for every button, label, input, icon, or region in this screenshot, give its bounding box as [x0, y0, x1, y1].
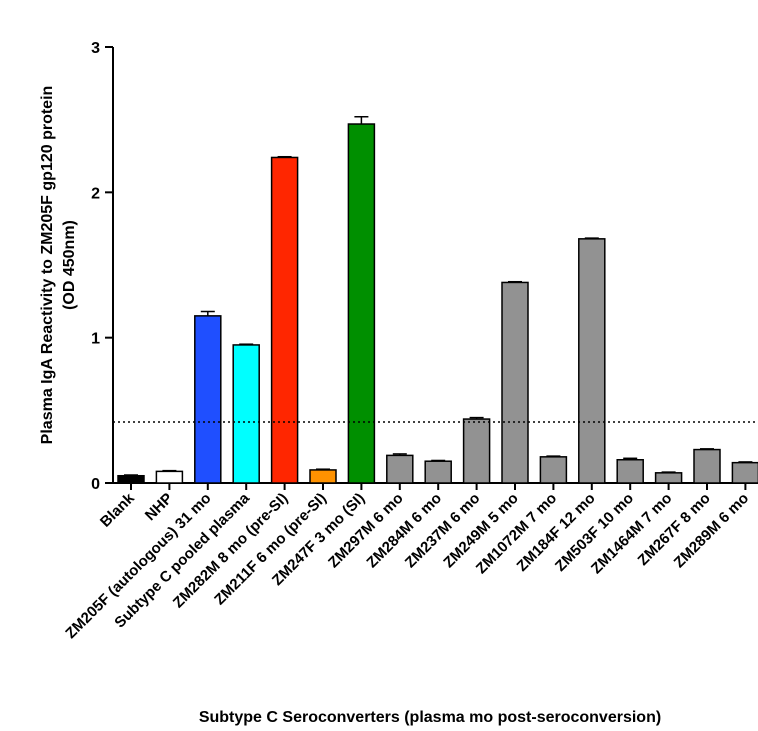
- x-tick-label: Blank: [97, 489, 138, 530]
- bar: [654, 472, 683, 484]
- y-axis-title: (OD 450nm): [61, 220, 78, 310]
- bar: [309, 469, 337, 484]
- bar: [347, 123, 376, 484]
- x-tick-label: ZM205F (autologous) 31 mo: [62, 490, 214, 642]
- y-tick-label: 3: [91, 40, 100, 57]
- bar: [731, 461, 758, 484]
- y-axis-title: Plasma IgA Reactivity to ZM205F gp120 pr…: [39, 86, 56, 445]
- bar: [539, 456, 568, 484]
- bar: [693, 448, 721, 484]
- bar: [194, 315, 222, 484]
- bar: [155, 470, 184, 484]
- bar: [616, 458, 644, 484]
- y-tick-label: 1: [91, 331, 100, 348]
- x-tick-label: NHP: [142, 490, 176, 524]
- bar: [232, 344, 260, 484]
- bar: [462, 418, 491, 484]
- x-axis-title: Subtype C Seroconverters (plasma mo post…: [199, 709, 661, 726]
- bar: [270, 156, 299, 484]
- y-tick-label: 0: [91, 476, 100, 493]
- bar: [117, 474, 145, 484]
- bar: [578, 238, 606, 484]
- bar: [424, 460, 452, 484]
- y-tick-label: 2: [91, 185, 100, 202]
- bar: [386, 454, 414, 484]
- bar: [501, 281, 529, 484]
